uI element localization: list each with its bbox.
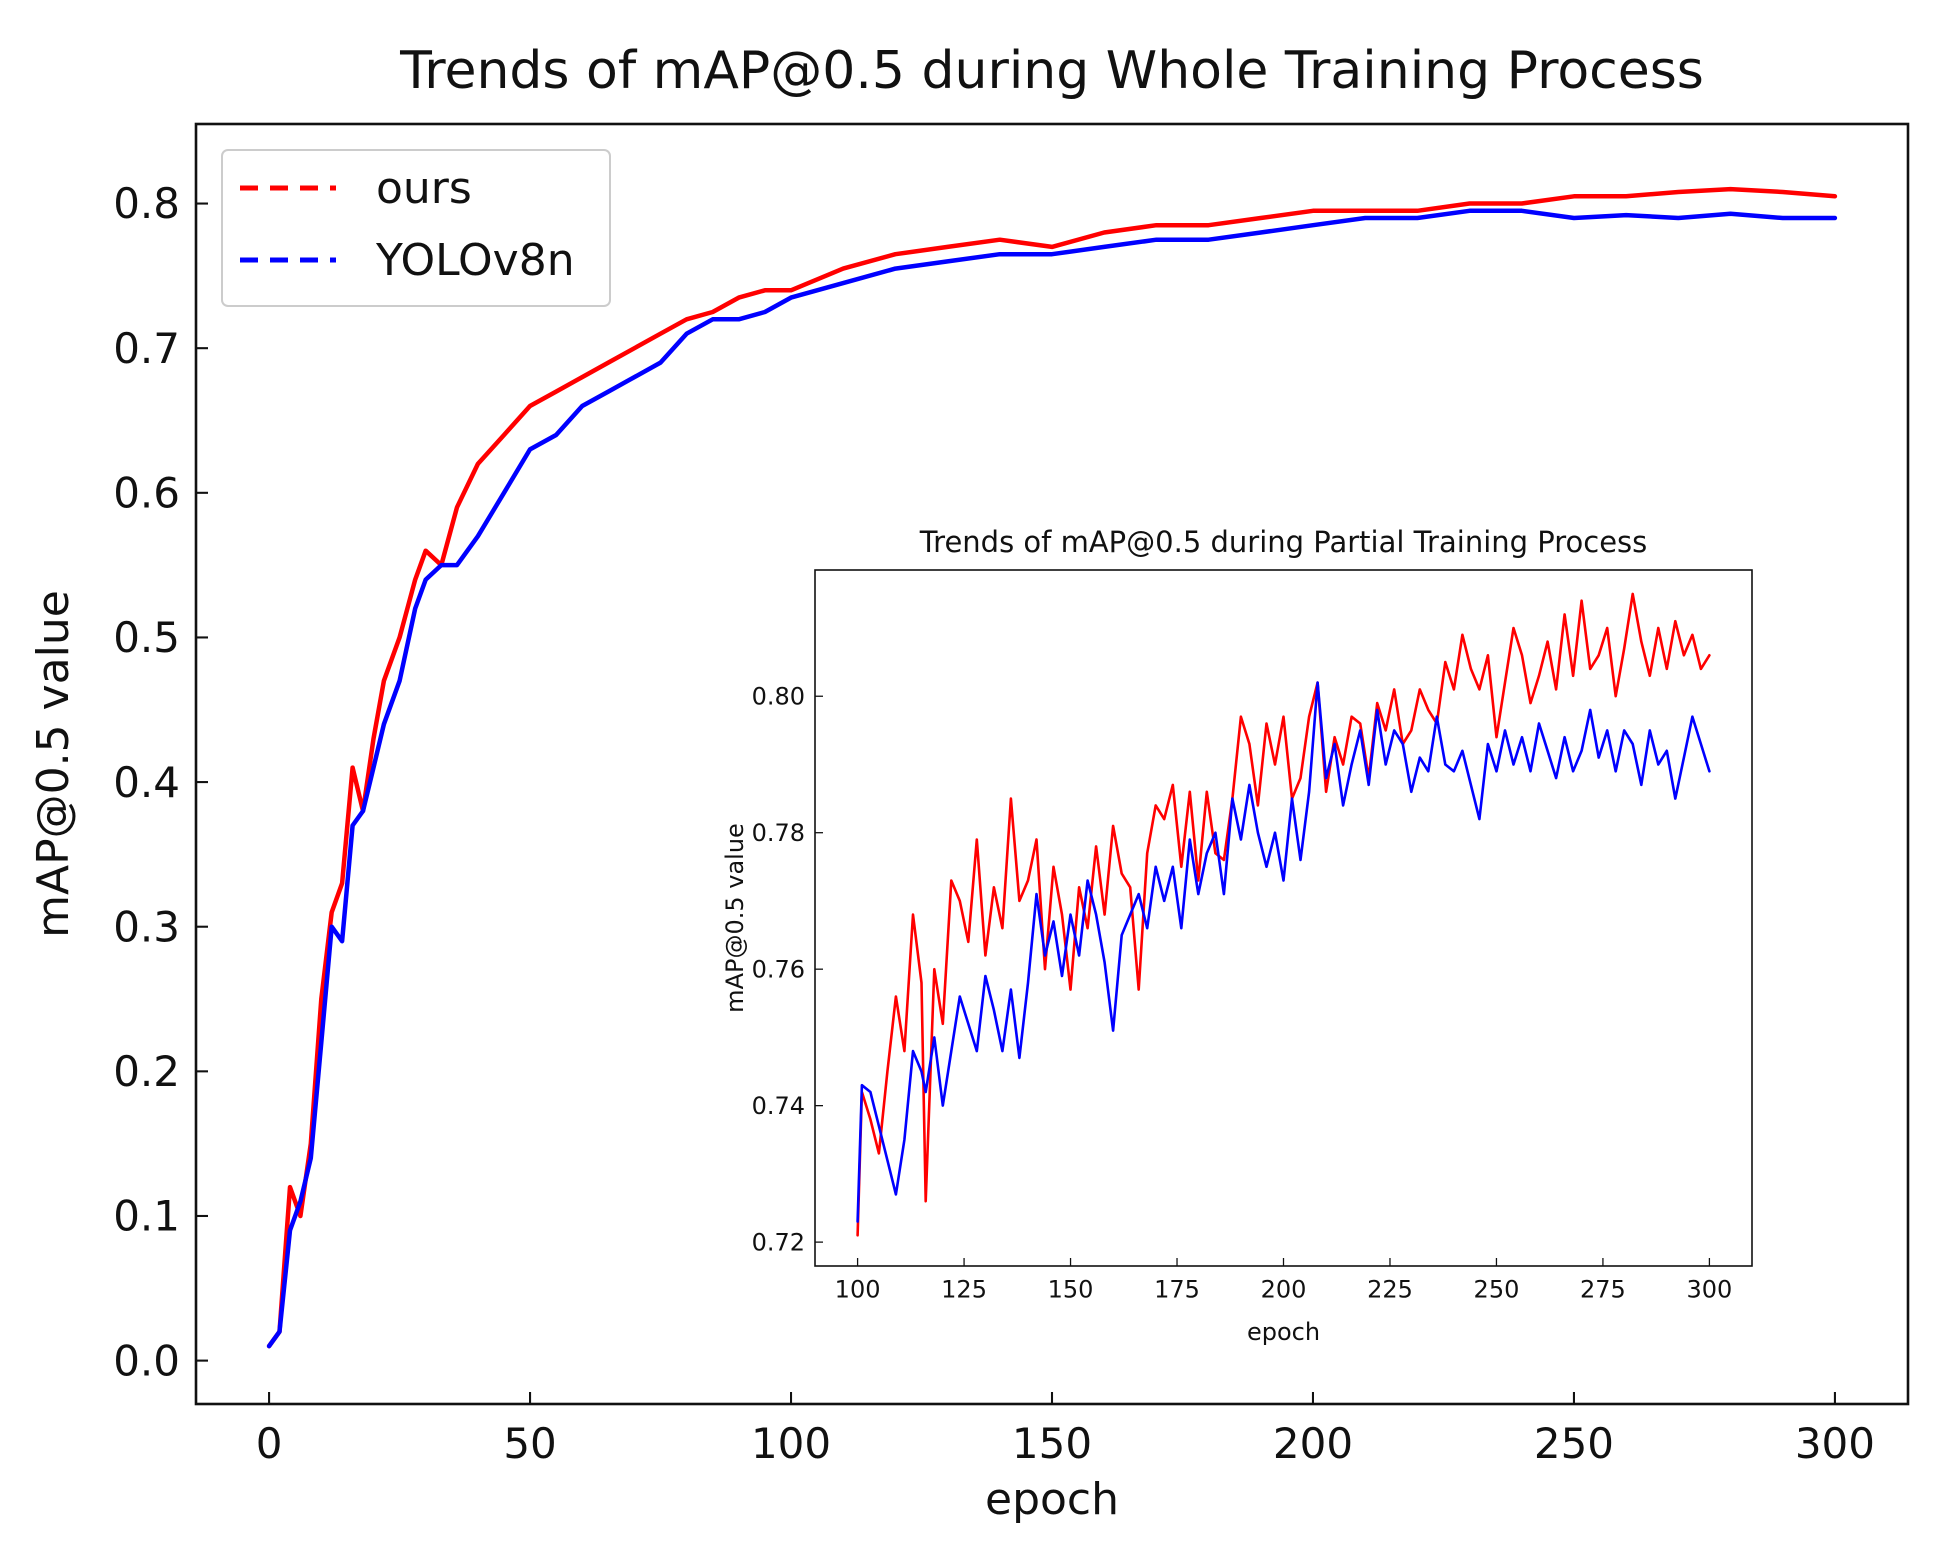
inset-y-tick-label: 0.78 bbox=[752, 819, 805, 847]
main-x-tick-label: 150 bbox=[1012, 1419, 1092, 1468]
inset-y-tick-label: 0.72 bbox=[752, 1229, 805, 1257]
inset-plot-area bbox=[815, 570, 1752, 1266]
main-x-tick-label: 50 bbox=[503, 1419, 556, 1468]
main-y-tick-label: 0.1 bbox=[113, 1192, 180, 1241]
inset-x-tick-label: 100 bbox=[835, 1276, 881, 1304]
main-x-tick-label: 200 bbox=[1273, 1419, 1353, 1468]
legend-label-yolov8n: YOLOv8n bbox=[375, 235, 575, 286]
main-x-tick-label: 250 bbox=[1534, 1419, 1614, 1468]
main-x-tick-label: 0 bbox=[256, 1419, 283, 1468]
inset-series-line-yolov8n bbox=[856, 681, 1711, 1223]
inset-x-tick-label: 200 bbox=[1261, 1276, 1307, 1304]
inset-y-tick-label: 0.74 bbox=[752, 1092, 805, 1120]
main-y-tick-label: 0.2 bbox=[113, 1047, 180, 1096]
main-y-tick-label: 0.8 bbox=[113, 179, 180, 228]
inset-x-tick-label: 250 bbox=[1474, 1276, 1520, 1304]
main-y-tick-label: 0.6 bbox=[113, 469, 180, 518]
inset-y-tick-label: 0.80 bbox=[752, 683, 805, 711]
inset-chart-title: Trends of mAP@0.5 during Partial Trainin… bbox=[919, 525, 1648, 559]
main-y-tick-label: 0.5 bbox=[113, 613, 180, 662]
inset-chart: 100 125 150 175 200 225 250 275 300 0.72 0.74 0.76 0… bbox=[721, 525, 1753, 1346]
inset-x-axis-label: epoch bbox=[1247, 1318, 1320, 1346]
inset-x-tick-label: 125 bbox=[941, 1276, 987, 1304]
inset-x-tick-label: 300 bbox=[1687, 1276, 1733, 1304]
inset-y-tick-label: 0.76 bbox=[752, 956, 805, 984]
main-chart-title: Trends of mAP@0.5 during Whole Training … bbox=[399, 41, 1704, 101]
legend-box bbox=[221, 149, 611, 307]
legend-label-ours: ours bbox=[376, 163, 472, 214]
inset-y-axis-label: mAP@0.5 value bbox=[721, 823, 749, 1013]
main-y-tick-label: 0.0 bbox=[113, 1336, 180, 1385]
main-series-line-ours bbox=[266, 186, 1838, 1349]
main-x-tick-label: 300 bbox=[1795, 1419, 1875, 1468]
main-x-tick-label: 100 bbox=[751, 1419, 831, 1468]
inset-x-tick-label: 150 bbox=[1048, 1276, 1094, 1304]
main-series-line-yolov8n bbox=[266, 208, 1838, 1349]
main-y-tick-label: 0.7 bbox=[113, 324, 180, 373]
inset-x-tick-label: 175 bbox=[1154, 1276, 1200, 1304]
inset-x-tick-label: 275 bbox=[1580, 1276, 1626, 1304]
main-y-tick-label: 0.3 bbox=[113, 902, 180, 951]
legend: ours YOLOv8n bbox=[221, 149, 611, 307]
main-x-axis-label: epoch bbox=[985, 1474, 1119, 1525]
main-y-axis-label: mAP@0.5 value bbox=[28, 590, 79, 938]
inset-series-line-ours bbox=[856, 592, 1711, 1237]
inset-x-tick-label: 225 bbox=[1367, 1276, 1413, 1304]
main-y-tick-label: 0.4 bbox=[113, 758, 180, 807]
